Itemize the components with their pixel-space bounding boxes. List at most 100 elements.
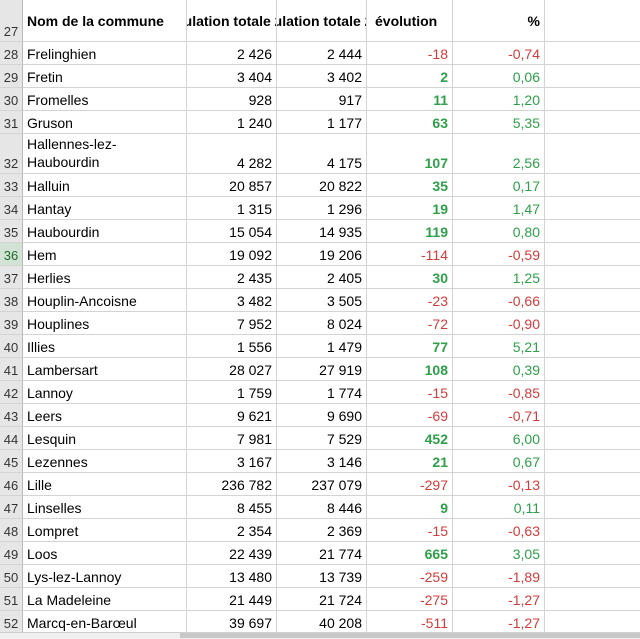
commune-name-cell[interactable]: Frelinghien xyxy=(23,42,187,65)
population-2015-cell[interactable]: 3 402 xyxy=(277,65,367,88)
empty-cell[interactable] xyxy=(545,358,640,381)
percent-cell[interactable]: 5,35 xyxy=(453,111,545,134)
empty-cell[interactable] xyxy=(545,335,640,358)
empty-cell[interactable] xyxy=(545,266,640,289)
empty-cell[interactable] xyxy=(545,588,640,611)
commune-name-cell[interactable]: Lompret xyxy=(23,519,187,542)
evolution-cell[interactable]: 35 xyxy=(367,174,453,197)
row-header[interactable]: 48 xyxy=(0,519,23,542)
commune-name-cell[interactable]: Gruson xyxy=(23,111,187,134)
commune-name-cell[interactable]: Lezennes xyxy=(23,450,187,473)
evolution-cell[interactable]: 77 xyxy=(367,335,453,358)
commune-name-cell[interactable]: Marcq-en-Barœul xyxy=(23,611,187,634)
population-2016-cell[interactable]: 3 404 xyxy=(187,65,277,88)
percent-cell[interactable]: 0,17 xyxy=(453,174,545,197)
percent-cell[interactable]: -0,13 xyxy=(453,473,545,496)
column-header-pop-2016[interactable]: Population totale 2016 xyxy=(187,0,277,42)
evolution-cell[interactable]: 19 xyxy=(367,197,453,220)
row-header[interactable]: 30 xyxy=(0,88,23,111)
commune-name-cell[interactable]: Houplin-Ancoisne xyxy=(23,289,187,312)
population-2016-cell[interactable]: 928 xyxy=(187,88,277,111)
population-2016-cell[interactable]: 39 697 xyxy=(187,611,277,634)
empty-cell[interactable] xyxy=(545,496,640,519)
empty-cell[interactable] xyxy=(545,381,640,404)
population-2015-cell[interactable]: 21 774 xyxy=(277,542,367,565)
percent-cell[interactable]: 5,21 xyxy=(453,335,545,358)
percent-cell[interactable]: -0,66 xyxy=(453,289,545,312)
evolution-cell[interactable]: -114 xyxy=(367,243,453,266)
evolution-cell[interactable]: 63 xyxy=(367,111,453,134)
row-header[interactable]: 41 xyxy=(0,358,23,381)
population-2015-cell[interactable]: 2 444 xyxy=(277,42,367,65)
empty-cell[interactable] xyxy=(545,427,640,450)
empty-cell[interactable] xyxy=(545,519,640,542)
population-2015-cell[interactable]: 8 024 xyxy=(277,312,367,335)
percent-cell[interactable]: 0,06 xyxy=(453,65,545,88)
percent-cell[interactable]: 0,39 xyxy=(453,358,545,381)
percent-cell[interactable]: 1,25 xyxy=(453,266,545,289)
evolution-cell[interactable]: 107 xyxy=(367,134,453,174)
empty-cell[interactable] xyxy=(545,542,640,565)
percent-cell[interactable]: 3,05 xyxy=(453,542,545,565)
evolution-cell[interactable]: 108 xyxy=(367,358,453,381)
empty-cell[interactable] xyxy=(545,473,640,496)
population-2015-cell[interactable]: 237 079 xyxy=(277,473,367,496)
row-header[interactable]: 42 xyxy=(0,381,23,404)
commune-name-cell[interactable]: Fromelles xyxy=(23,88,187,111)
empty-cell[interactable] xyxy=(545,134,640,174)
empty-cell[interactable] xyxy=(545,42,640,65)
row-header[interactable]: 31 xyxy=(0,111,23,134)
percent-cell[interactable]: -0,59 xyxy=(453,243,545,266)
column-header-percent[interactable]: % xyxy=(453,0,545,42)
commune-name-cell[interactable]: Illies xyxy=(23,335,187,358)
percent-cell[interactable]: 0,67 xyxy=(453,450,545,473)
population-2015-cell[interactable]: 3 505 xyxy=(277,289,367,312)
percent-cell[interactable]: 2,56 xyxy=(453,134,545,174)
empty-cell[interactable] xyxy=(545,174,640,197)
commune-name-cell[interactable]: Lesquin xyxy=(23,427,187,450)
percent-cell[interactable]: -0,63 xyxy=(453,519,545,542)
population-2016-cell[interactable]: 7 952 xyxy=(187,312,277,335)
row-header[interactable]: 45 xyxy=(0,450,23,473)
population-2015-cell[interactable]: 14 935 xyxy=(277,220,367,243)
population-2016-cell[interactable]: 3 167 xyxy=(187,450,277,473)
population-2015-cell[interactable]: 27 919 xyxy=(277,358,367,381)
population-2016-cell[interactable]: 20 857 xyxy=(187,174,277,197)
evolution-cell[interactable]: 30 xyxy=(367,266,453,289)
commune-name-cell[interactable]: Herlies xyxy=(23,266,187,289)
row-header[interactable]: 50 xyxy=(0,565,23,588)
population-2015-cell[interactable]: 13 739 xyxy=(277,565,367,588)
percent-cell[interactable]: -0,74 xyxy=(453,42,545,65)
commune-name-cell[interactable]: Hallennes-lez-Haubourdin xyxy=(23,134,187,174)
percent-cell[interactable]: -0,90 xyxy=(453,312,545,335)
population-2016-cell[interactable]: 2 354 xyxy=(187,519,277,542)
row-header[interactable]: 51 xyxy=(0,588,23,611)
commune-name-cell[interactable]: Lambersart xyxy=(23,358,187,381)
empty-cell[interactable] xyxy=(545,312,640,335)
row-header[interactable]: 37 xyxy=(0,266,23,289)
population-2015-cell[interactable]: 8 446 xyxy=(277,496,367,519)
row-header[interactable]: 49 xyxy=(0,542,23,565)
evolution-cell[interactable]: 119 xyxy=(367,220,453,243)
row-header[interactable]: 47 xyxy=(0,496,23,519)
evolution-cell[interactable]: -15 xyxy=(367,519,453,542)
evolution-cell[interactable]: -18 xyxy=(367,42,453,65)
evolution-cell[interactable]: 452 xyxy=(367,427,453,450)
commune-name-cell[interactable]: Halluin xyxy=(23,174,187,197)
percent-cell[interactable]: 0,80 xyxy=(453,220,545,243)
percent-cell[interactable]: -0,71 xyxy=(453,404,545,427)
evolution-cell[interactable]: -69 xyxy=(367,404,453,427)
population-2016-cell[interactable]: 22 439 xyxy=(187,542,277,565)
evolution-cell[interactable]: 2 xyxy=(367,65,453,88)
row-header[interactable]: 29 xyxy=(0,65,23,88)
population-2016-cell[interactable]: 1 315 xyxy=(187,197,277,220)
percent-cell[interactable]: 1,20 xyxy=(453,88,545,111)
population-2015-cell[interactable]: 9 690 xyxy=(277,404,367,427)
percent-cell[interactable]: 6,00 xyxy=(453,427,545,450)
population-2015-cell[interactable]: 4 175 xyxy=(277,134,367,174)
row-header[interactable]: 36 xyxy=(0,243,23,266)
commune-name-cell[interactable]: Leers xyxy=(23,404,187,427)
column-header-evolution[interactable]: évolution xyxy=(367,0,453,42)
population-2015-cell[interactable]: 19 206 xyxy=(277,243,367,266)
empty-column-cell[interactable] xyxy=(545,0,640,42)
